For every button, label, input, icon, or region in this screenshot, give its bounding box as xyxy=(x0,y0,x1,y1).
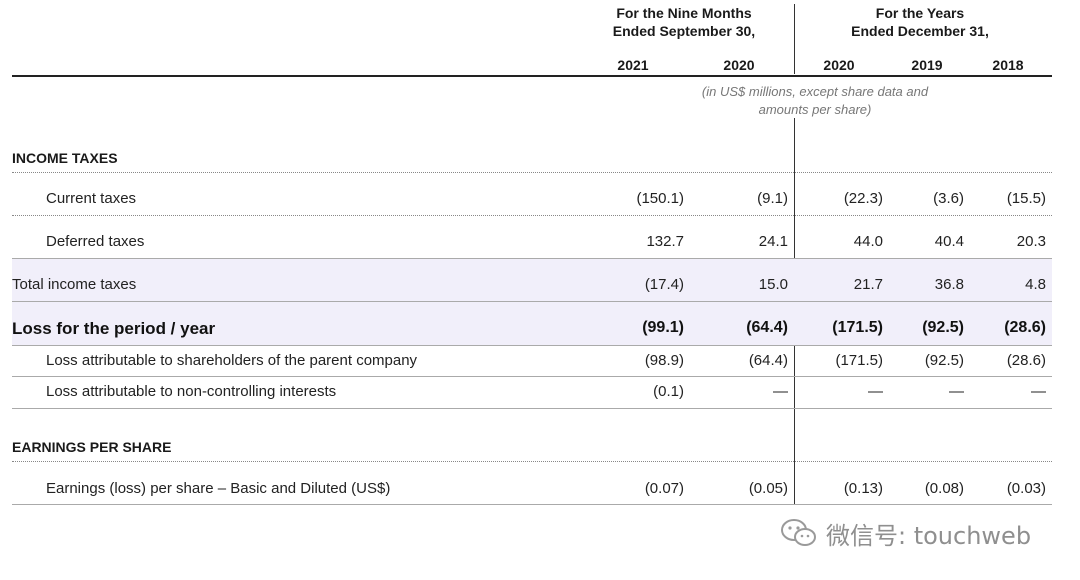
highlight-band-total xyxy=(12,259,1052,301)
header-years-line1: For the Years xyxy=(875,5,965,21)
cell-value: (15.5) xyxy=(1006,190,1046,207)
column-header-2020-year: 2020 xyxy=(823,57,855,73)
cell-value: 132.7 xyxy=(646,233,684,250)
cell-value: — xyxy=(949,383,964,400)
cell-value: (28.6) xyxy=(1006,352,1046,369)
cell-value: — xyxy=(1031,383,1046,400)
cell-value: (17.4) xyxy=(644,276,684,293)
row-label: Loss attributable to shareholders of the… xyxy=(46,352,418,369)
divider xyxy=(12,215,1052,216)
cell-value: — xyxy=(868,383,883,400)
highlight-band-loss xyxy=(12,302,1052,345)
divider xyxy=(12,172,1052,173)
cell-value: (0.03) xyxy=(1006,480,1046,497)
cell-value: (0.05) xyxy=(748,480,788,497)
unit-note-line2: amounts per share) xyxy=(758,102,872,117)
header-nine-months: For the Nine Months Ended September 30, xyxy=(596,4,772,40)
cell-value: (64.4) xyxy=(748,352,788,369)
header-rule xyxy=(12,75,1052,77)
column-divider-top xyxy=(794,4,795,74)
cell-value: 15.0 xyxy=(758,276,788,293)
cell-value: (28.6) xyxy=(1004,319,1046,336)
divider xyxy=(12,376,1052,377)
cell-value: 24.1 xyxy=(758,233,788,250)
section-income-taxes: INCOME TAXES xyxy=(12,150,118,166)
divider xyxy=(12,301,1052,302)
cell-value: (9.1) xyxy=(757,190,788,207)
column-divider-bottom xyxy=(794,408,795,504)
cell-value: (92.5) xyxy=(922,319,964,336)
row-label: Loss for the period / year xyxy=(12,319,216,338)
cell-value: (64.4) xyxy=(746,319,788,336)
cell-value: (99.1) xyxy=(642,319,684,336)
cell-value: (150.1) xyxy=(636,190,684,207)
header-nine-months-line1: For the Nine Months xyxy=(616,5,752,21)
header-nine-months-line2: Ended September 30, xyxy=(612,23,756,39)
cell-value: 40.4 xyxy=(934,233,964,250)
column-header-2020-nine: 2020 xyxy=(723,57,755,73)
wechat-icon xyxy=(780,517,818,549)
row-label: Total income taxes xyxy=(12,276,137,293)
cell-value: (0.1) xyxy=(653,383,684,400)
watermark: 微信号: touchweb xyxy=(780,513,1060,553)
divider xyxy=(12,504,1052,505)
cell-value: (0.08) xyxy=(924,480,964,497)
unit-note-line1: (in US$ millions, except share data and xyxy=(701,84,929,99)
cell-value: (0.13) xyxy=(843,480,883,497)
cell-value: — xyxy=(773,383,788,400)
column-header-2019: 2019 xyxy=(911,57,943,73)
divider xyxy=(12,345,1052,346)
row-label: Earnings (loss) per share – Basic and Di… xyxy=(46,480,391,497)
divider xyxy=(12,258,1052,259)
section-earnings-per-share: EARNINGS PER SHARE xyxy=(12,439,172,455)
cell-value: 4.8 xyxy=(1025,276,1046,293)
cell-value: 21.7 xyxy=(853,276,883,293)
cell-value: (171.5) xyxy=(832,319,883,336)
row-label: Loss attributable to non-controlling int… xyxy=(46,383,337,400)
watermark-text: 微信号: touchweb xyxy=(826,521,1032,550)
divider xyxy=(12,461,1052,462)
row-label: Deferred taxes xyxy=(46,233,145,250)
divider xyxy=(12,408,1052,409)
header-years-line2: Ended December 31, xyxy=(851,23,989,39)
column-header-2018: 2018 xyxy=(992,57,1024,73)
row-label: Current taxes xyxy=(46,190,137,207)
cell-value: (92.5) xyxy=(924,352,964,369)
cell-value: (98.9) xyxy=(644,352,684,369)
cell-value: (22.3) xyxy=(843,190,883,207)
cell-value: 36.8 xyxy=(934,276,964,293)
cell-value: (171.5) xyxy=(835,352,883,369)
cell-value: (3.6) xyxy=(933,190,964,207)
unit-note: (in US$ millions, except share data and … xyxy=(660,83,970,119)
cell-value: (0.07) xyxy=(644,480,684,497)
cell-value: 44.0 xyxy=(853,233,883,250)
cell-value: 20.3 xyxy=(1016,233,1046,250)
column-header-2021: 2021 xyxy=(617,57,649,73)
header-years: For the Years Ended December 31, xyxy=(820,4,1020,40)
